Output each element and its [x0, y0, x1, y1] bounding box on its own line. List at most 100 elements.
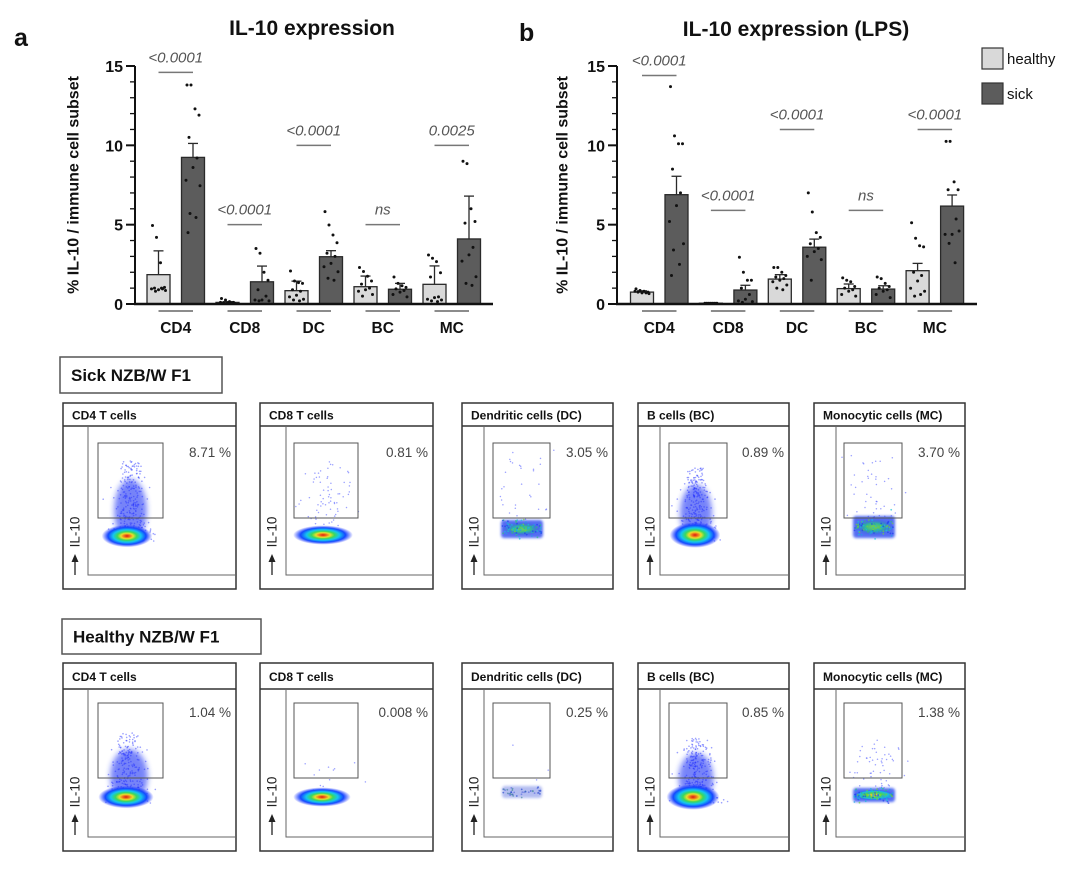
event-dot — [129, 475, 131, 477]
event-dot — [707, 775, 710, 778]
event-dot — [699, 479, 702, 481]
event-dot — [118, 744, 121, 747]
event-dot — [135, 505, 137, 508]
event-dot — [888, 522, 891, 524]
legend-swatch — [981, 47, 1004, 70]
data-point — [681, 142, 684, 146]
event-dot — [691, 781, 694, 784]
event-dot — [882, 532, 885, 535]
event-dot — [700, 469, 702, 471]
event-dot — [123, 471, 126, 474]
event-dot — [122, 742, 125, 744]
event-dot — [127, 768, 130, 770]
event-dot — [328, 493, 331, 496]
il10-axis-label: IL-10 — [643, 777, 658, 808]
event-dot — [864, 506, 866, 509]
event-dot — [144, 760, 147, 763]
event-dot — [125, 493, 127, 495]
event-dot — [872, 770, 875, 772]
event-dot — [696, 475, 698, 477]
event-dot — [128, 765, 130, 767]
event-dot — [907, 760, 909, 762]
y-tick-label: 0 — [596, 297, 605, 314]
event-dot — [132, 479, 135, 481]
data-point — [191, 166, 195, 170]
event-dot — [540, 526, 542, 529]
event-dot — [127, 761, 130, 764]
bar-group-healthy-CD4 — [146, 223, 171, 305]
event-dot — [680, 519, 683, 522]
event-dot — [676, 751, 679, 754]
event-dot — [326, 475, 329, 478]
p-value-label: <0.0001 — [632, 53, 687, 70]
row-title: Healthy NZB/W F1 — [73, 628, 219, 647]
arrow-up-icon — [71, 814, 79, 835]
event-dot — [525, 533, 528, 536]
event-dot — [701, 754, 704, 757]
event-dot — [547, 769, 549, 771]
event-dot — [689, 761, 692, 764]
p-value-label: <0.0001 — [908, 106, 963, 123]
data-point — [776, 266, 780, 270]
event-dot — [521, 791, 524, 793]
event-dot — [508, 512, 511, 514]
event-dot — [330, 488, 333, 491]
event-dot — [888, 753, 890, 755]
event-dot — [694, 773, 697, 775]
event-dot — [862, 524, 865, 527]
data-point — [329, 261, 333, 265]
event-dot — [686, 747, 688, 750]
event-dot — [121, 466, 123, 468]
data-point — [805, 254, 809, 258]
event-dot — [128, 489, 130, 492]
panel-header-label: B cells (BC) — [647, 409, 714, 423]
event-dot — [881, 794, 884, 797]
event-dot — [699, 504, 701, 507]
event-dot — [685, 774, 688, 777]
event-dot — [692, 488, 695, 491]
event-dot — [689, 765, 692, 767]
event-dot — [887, 793, 889, 795]
event-dot — [699, 744, 702, 747]
event-dot — [693, 765, 696, 768]
panel-letter: a — [14, 24, 29, 52]
event-dot — [691, 756, 693, 758]
gate-rect — [843, 442, 903, 519]
event-dot — [862, 778, 865, 780]
event-dot — [692, 767, 695, 770]
event-dot — [875, 795, 878, 797]
density-core — [98, 785, 154, 809]
data-point — [440, 298, 443, 302]
event-dot — [115, 507, 118, 510]
event-dot — [510, 787, 513, 789]
event-dot — [120, 735, 123, 738]
gate-rect — [293, 702, 359, 779]
event-dot — [132, 507, 135, 510]
data-point — [913, 294, 917, 298]
event-dot — [887, 531, 889, 534]
event-dot — [700, 754, 703, 757]
event-dot — [698, 738, 700, 740]
event-dot — [515, 521, 518, 523]
event-dot — [871, 461, 874, 464]
event-dot — [699, 740, 701, 743]
event-dot — [139, 515, 142, 517]
event-dot — [336, 508, 339, 510]
event-dot — [691, 763, 693, 766]
data-point — [678, 262, 681, 266]
data-point — [186, 231, 190, 235]
event-dot — [122, 780, 125, 782]
event-dot — [130, 508, 132, 510]
y-axis-label: % IL-10 / immune cell subset — [66, 75, 83, 294]
event-dot — [687, 518, 690, 521]
event-dot — [700, 521, 702, 523]
event-dot — [319, 470, 322, 472]
event-dot — [124, 496, 127, 498]
data-point — [470, 283, 474, 287]
event-dot — [693, 506, 695, 508]
data-point — [154, 289, 157, 293]
legend-item-healthy: healthy — [981, 47, 1056, 70]
event-dot — [858, 791, 861, 794]
bar-chart-il10-expression: a IL-10 expression % IL-10 / immune cell s… — [14, 17, 493, 337]
data-point — [781, 288, 785, 292]
